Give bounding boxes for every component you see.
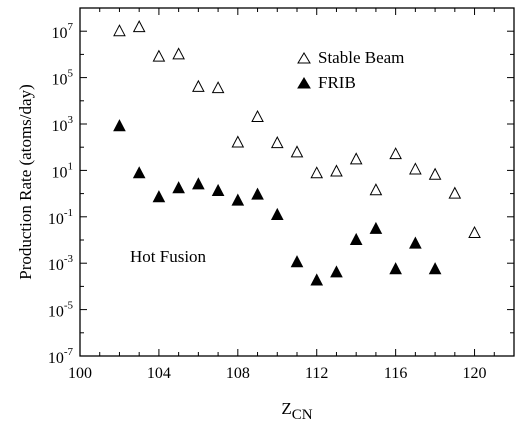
stable-beam-point: [428, 167, 442, 180]
frib-point: [192, 177, 205, 190]
stable-beam-point: [211, 81, 225, 94]
y-tick-label-base: 10: [48, 211, 64, 228]
legend: Stable Beam FRIB: [297, 48, 404, 92]
y-tick-label: 10-5: [48, 300, 74, 321]
x-tick-label: 104: [147, 365, 171, 382]
stable-beam-point: [330, 164, 343, 177]
y-tick-label: 10-1: [48, 207, 73, 228]
plot-frame: [79, 7, 515, 357]
legend-label-frib: FRIB: [318, 73, 356, 92]
legend-marker-stable-beam: [297, 52, 311, 64]
stable-beam-point: [290, 145, 304, 158]
frib-point: [251, 187, 264, 200]
legend-label-stable-beam: Stable Beam: [318, 48, 404, 67]
frib-point: [330, 265, 343, 278]
stable-beam-point: [251, 109, 264, 123]
stable-beam-point: [172, 47, 185, 60]
frib-point: [132, 166, 146, 179]
stable-beam-point: [132, 20, 146, 33]
stable-beam-point: [192, 79, 205, 92]
stable-beam-point: [231, 135, 245, 148]
frib-point: [172, 181, 185, 194]
y-tick-label: 107: [52, 21, 74, 42]
y-tick-label-exponent: -3: [64, 253, 74, 265]
y-tick-label: 101: [52, 160, 74, 181]
y-tick-label: 105: [52, 68, 74, 89]
y-tick-label-base: 10: [52, 25, 68, 42]
y-axis-title: Production Rate (atoms/day): [16, 84, 35, 279]
y-tick-label: 10-3: [48, 253, 74, 274]
stable-beam-point: [468, 225, 481, 239]
x-tick-label: 116: [384, 365, 407, 382]
frib-point: [349, 232, 363, 245]
frib-point: [113, 119, 126, 132]
stable-beam-point: [409, 162, 422, 175]
stable-beam-point: [448, 186, 462, 199]
frib-point: [152, 190, 166, 203]
frib-point: [211, 183, 225, 196]
frib-point: [290, 255, 304, 268]
frib-point: [369, 221, 383, 234]
hot-fusion-annotation: Hot Fusion: [130, 247, 207, 266]
y-tick-label-exponent: -1: [64, 207, 73, 219]
y-tick-label-base: 10: [52, 72, 68, 89]
stable-beam-point: [369, 183, 383, 196]
y-tick-label-base: 10: [52, 164, 68, 181]
stable-beam-point: [310, 166, 324, 179]
x-axis-title: ZCN: [281, 399, 312, 423]
data-series: [113, 20, 481, 286]
y-tick-label-exponent: 3: [68, 114, 74, 126]
y-tick-label-exponent: 1: [68, 160, 74, 172]
y-tick-label-exponent: -5: [64, 300, 74, 312]
stable-beam-point: [113, 24, 126, 37]
frib-point: [231, 193, 245, 206]
x-tick-label: 108: [226, 365, 250, 382]
y-tick-label-exponent: 7: [68, 21, 74, 33]
frib-point: [270, 207, 284, 220]
y-tick-label-exponent: -7: [64, 346, 74, 358]
stable-beam-point: [349, 152, 363, 165]
y-tick-label-base: 10: [48, 257, 64, 274]
legend-marker-frib: [297, 77, 311, 89]
frib-point: [428, 262, 442, 275]
x-tick-label: 100: [68, 365, 92, 382]
y-tick-label-base: 10: [52, 118, 68, 135]
stable-beam-point: [152, 49, 166, 62]
y-tick-label-exponent: 5: [68, 68, 74, 80]
y-tick-label: 10-7: [48, 346, 74, 367]
x-axis-ticks: 100 104 108 112 116 120: [68, 8, 515, 382]
frib-point: [389, 262, 402, 275]
frib-point: [409, 236, 422, 249]
y-tick-label-base: 10: [48, 304, 64, 321]
y-tick-label-base: 10: [48, 350, 64, 367]
x-axis-title-main: Z: [281, 399, 291, 418]
stable-beam-point: [389, 147, 402, 160]
stable-beam-point: [270, 136, 284, 149]
frib-point: [310, 273, 324, 286]
x-tick-label: 112: [305, 365, 328, 382]
x-tick-label: 120: [463, 365, 487, 382]
y-tick-label: 103: [52, 114, 74, 135]
x-axis-title-sub: CN: [292, 407, 313, 423]
